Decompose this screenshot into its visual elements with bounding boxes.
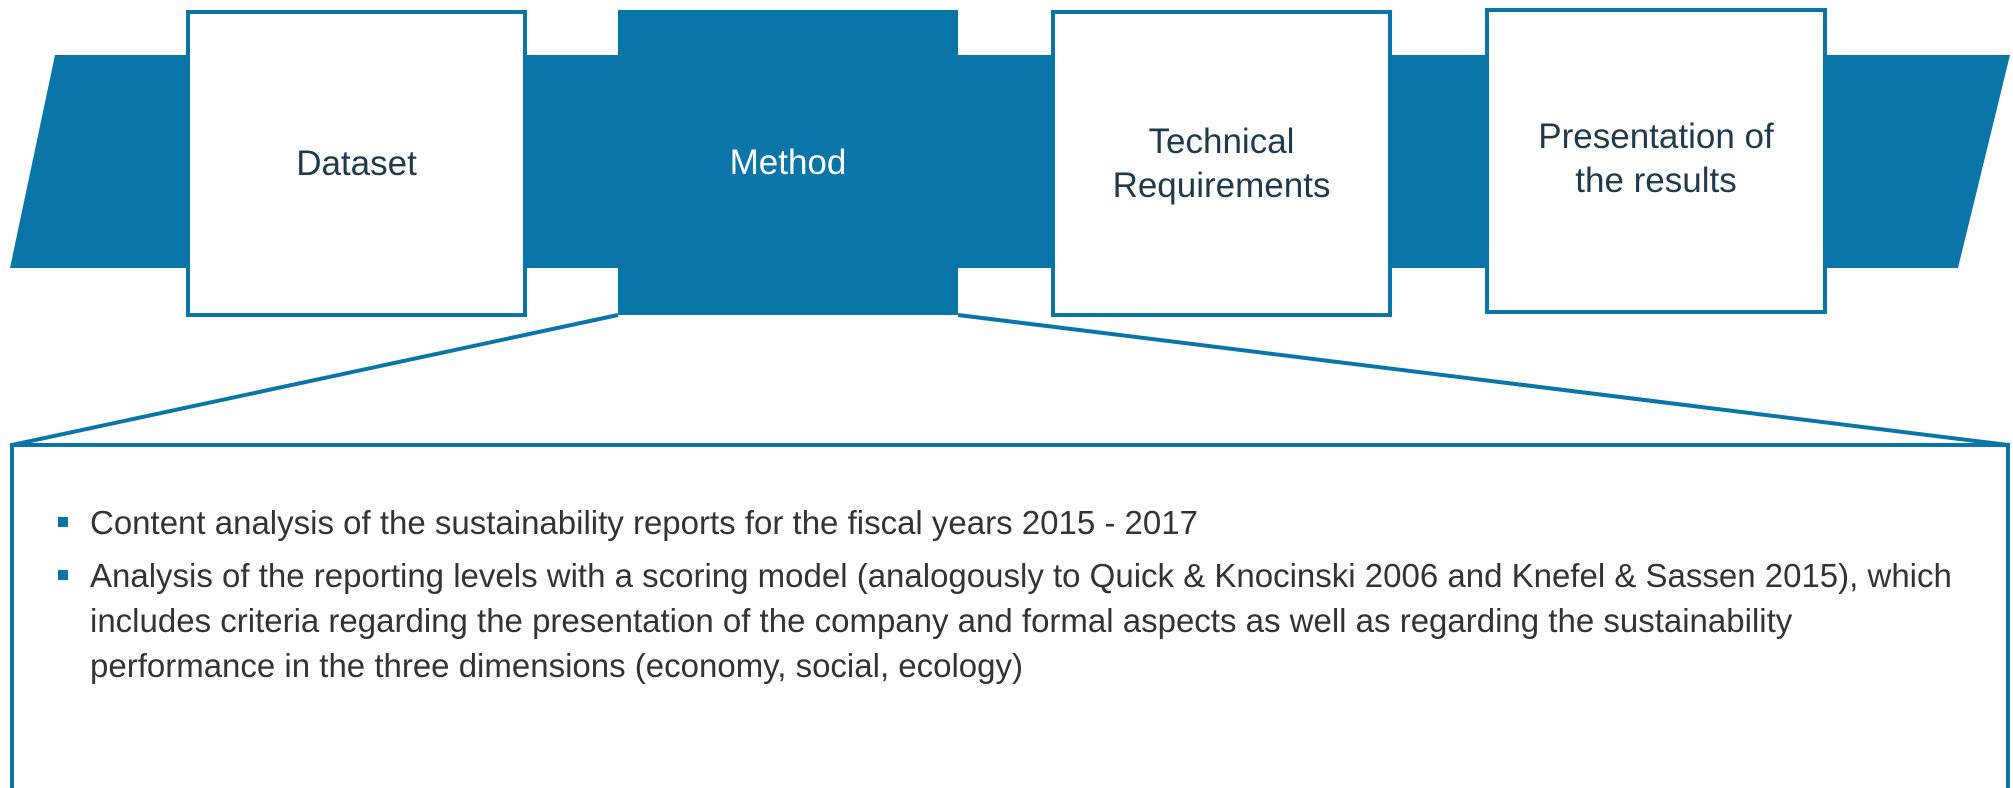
connector xyxy=(957,313,2009,447)
bullet: Content analysis of the sustainability r… xyxy=(50,500,1960,545)
step-box xyxy=(1485,8,1827,314)
step-label: Method xyxy=(729,142,847,182)
step-box xyxy=(1051,10,1392,317)
detail-box xyxy=(10,443,2010,788)
step-box-active xyxy=(618,10,958,315)
connector xyxy=(11,313,619,447)
step-label: Technical Requirements xyxy=(1112,121,1331,205)
bullet: Analysis of the reporting levels with a … xyxy=(50,553,1960,688)
step-label: Dataset xyxy=(296,143,417,183)
bullet-list: Content analysis of the sustainability r… xyxy=(50,500,1960,696)
step-label: Presentation of the results xyxy=(1538,117,1774,200)
step-box xyxy=(186,10,527,317)
